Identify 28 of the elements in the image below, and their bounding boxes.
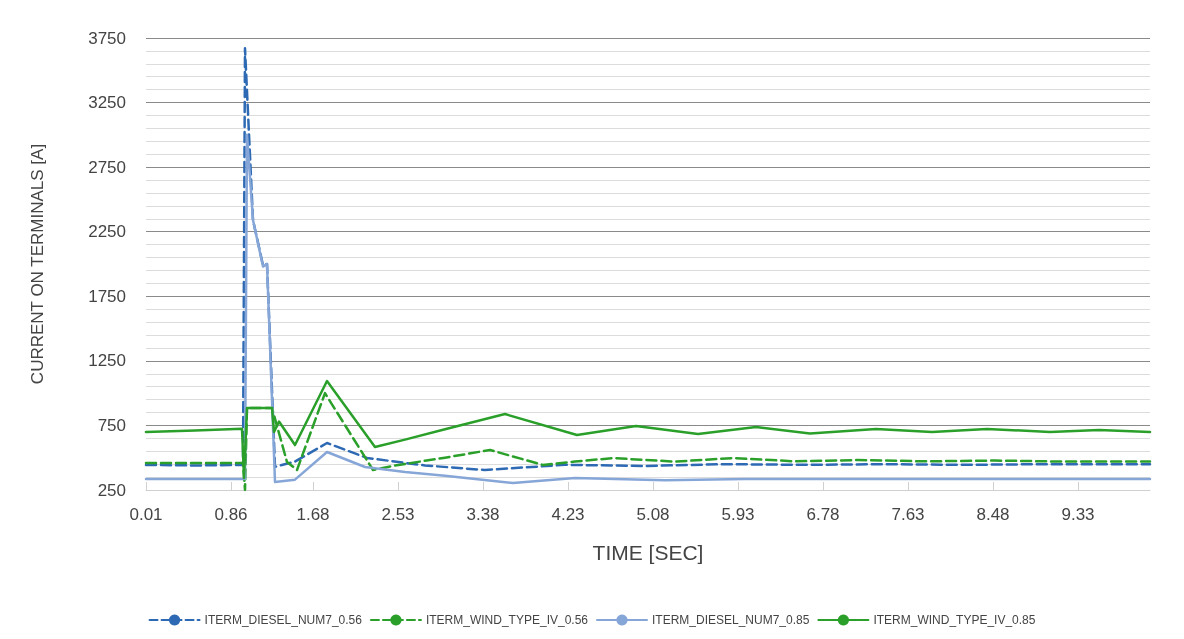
y-axis-title: CURRENT ON TERMINALS [A] <box>28 143 47 385</box>
x-tick-label: 0.01 <box>129 505 163 524</box>
y-tick-label: 2750 <box>88 157 126 177</box>
x-tick-label: 6.78 <box>806 505 840 524</box>
y-tick-label: 750 <box>97 415 126 435</box>
x-tick-label: 4.23 <box>551 505 585 524</box>
x-tick-label: 8.48 <box>976 505 1010 524</box>
legend-label: ITERM_WIND_TYPE_IV_0.85 <box>873 613 1036 627</box>
x-tick-label: 3.38 <box>466 505 500 524</box>
x-tick-label: 7.63 <box>891 505 925 524</box>
legend-label: ITERM_WIND_TYPE_IV_0.56 <box>425 613 589 627</box>
y-tick-label: 250 <box>97 480 126 500</box>
x-tick-label: 0.86 <box>214 505 248 524</box>
x-tick-label: 9.33 <box>1061 505 1095 524</box>
y-tick-label: 1750 <box>88 286 126 306</box>
line-series <box>144 133 1152 485</box>
line-series <box>144 47 1152 472</box>
x-tick-label: 2.53 <box>381 505 415 524</box>
y-tick-label: 2250 <box>88 222 126 242</box>
legend-label: ITERM_DIESEL_NUM7_0.85 <box>652 613 810 627</box>
y-tick-label: 3250 <box>88 93 126 113</box>
x-tick-label: 5.93 <box>721 505 755 524</box>
x-tick-label: 1.68 <box>296 505 330 524</box>
y-tick-label: 3750 <box>88 28 126 48</box>
x-axis-title: TIME [SEC] <box>592 541 704 564</box>
x-tick-label: 5.08 <box>636 505 670 524</box>
legend-label: ITERM_DIESEL_NUM7_0.56 <box>204 613 363 627</box>
y-tick-label: 1250 <box>88 351 126 371</box>
